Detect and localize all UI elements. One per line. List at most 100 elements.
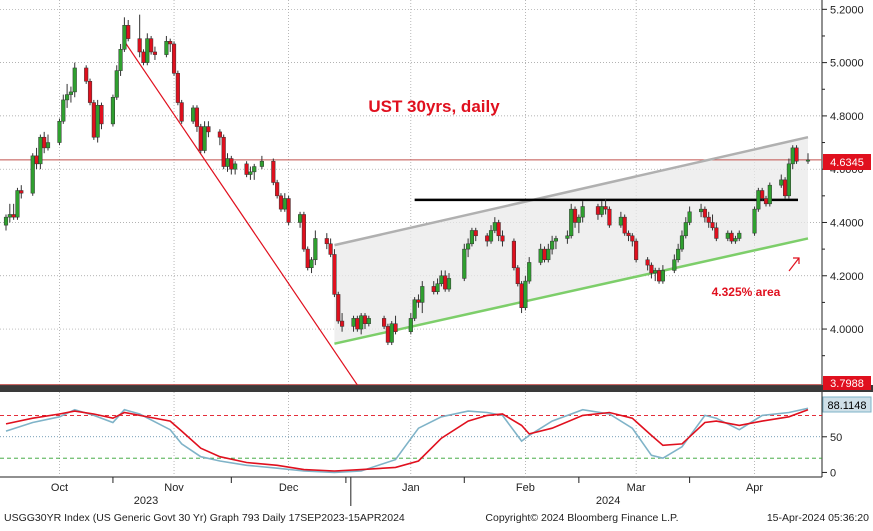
- candle-body: [286, 198, 291, 223]
- candle-body: [699, 208, 704, 213]
- last-price-tag: 4.6345: [823, 154, 871, 170]
- candle-body: [783, 179, 788, 197]
- channel-group: [334, 137, 808, 344]
- candle-body: [542, 248, 547, 261]
- candle-body: [473, 230, 478, 237]
- candle-body: [275, 182, 280, 197]
- footer-left: USGG30YR Index (US Generic Govt 30 Yr) G…: [4, 512, 405, 524]
- candle-body: [198, 126, 203, 151]
- candle-body: [34, 155, 39, 165]
- candle-body: [443, 275, 448, 290]
- candle-body: [469, 230, 474, 245]
- candle-body: [408, 318, 413, 332]
- candle-body: [466, 243, 471, 250]
- footer-mid: Copyright© 2024 Bloomberg Finance L.P.: [485, 512, 678, 524]
- candle-body: [412, 299, 417, 319]
- candle-body: [271, 160, 276, 183]
- price-axis: 5.20005.00004.80004.60004.40004.20004.00…: [822, 4, 864, 357]
- candle-body: [30, 155, 35, 194]
- candle-body: [729, 232, 734, 242]
- candle-body: [7, 214, 12, 218]
- x-tick-label: Nov: [164, 482, 184, 494]
- candle-body: [217, 131, 222, 138]
- price-tick-label: 4.2000: [830, 271, 864, 283]
- footer-right: 15-Apr-2024 05:36:20: [767, 512, 869, 524]
- candle-body: [259, 160, 264, 167]
- candle-body: [61, 99, 66, 122]
- candle-body: [233, 163, 238, 170]
- candle-body: [603, 206, 608, 210]
- candle-body: [607, 208, 612, 226]
- candle-body: [446, 278, 452, 290]
- chart-annotation-title: UST 30yrs, daily: [368, 97, 500, 116]
- candle-body: [511, 240, 516, 269]
- candle-body: [164, 41, 169, 55]
- footer-band: [0, 508, 873, 526]
- candle-body: [382, 318, 387, 327]
- candle-body: [340, 320, 345, 327]
- candle-body: [72, 67, 77, 93]
- x-tick-label: Mar: [627, 482, 646, 494]
- trend-lines: [0, 40, 822, 386]
- candle-body: [431, 286, 436, 292]
- oscillator-last-tag: 88.1148: [822, 396, 872, 413]
- candles: [3, 14, 811, 346]
- oscillator-slow-line: [5, 407, 809, 474]
- x-tick-label: Feb: [516, 482, 535, 494]
- candle-body: [519, 283, 524, 308]
- candle-body: [110, 97, 115, 125]
- candle-body: [649, 264, 654, 274]
- annotation-arrow: [788, 257, 800, 272]
- candle-body: [786, 163, 791, 197]
- candle-body: [576, 216, 581, 223]
- candle-body: [794, 147, 799, 162]
- candle-body: [145, 38, 150, 63]
- panel-separator: [0, 385, 873, 392]
- candle-body: [191, 107, 196, 122]
- candle-body: [126, 25, 131, 39]
- low-price-tag: 3.7988: [823, 376, 871, 390]
- candle-body: [672, 259, 677, 271]
- candle-body: [152, 51, 158, 55]
- low-price-label: 3.7988: [830, 378, 864, 390]
- candle-body: [57, 120, 62, 143]
- candle-body: [84, 67, 89, 82]
- oscillator-lines: [0, 407, 822, 474]
- candle-body: [99, 104, 104, 125]
- candle-body: [45, 142, 51, 149]
- candle-body: [485, 235, 490, 242]
- x-tick-label: Apr: [746, 482, 763, 494]
- candle-body: [756, 190, 761, 210]
- candle-body: [733, 238, 738, 242]
- candle-body: [550, 240, 555, 250]
- candle-body: [301, 214, 306, 250]
- last-price-label: 4.6345: [830, 157, 864, 169]
- price-tick-label: 5.0000: [830, 58, 864, 70]
- x-tick-label: Dec: [279, 482, 299, 494]
- candle-body: [805, 159, 811, 162]
- candle-body: [278, 195, 284, 210]
- candle-body: [355, 318, 360, 330]
- year-label: 2024: [596, 495, 620, 507]
- candle-body: [91, 102, 96, 138]
- candle-body: [332, 254, 337, 295]
- candle-body: [737, 232, 742, 239]
- candle-body: [779, 179, 784, 186]
- candle-body: [572, 208, 578, 223]
- oscillator-axis: 50 0: [822, 432, 842, 479]
- channel-upper-line: [334, 135, 809, 247]
- candle-body: [580, 206, 585, 218]
- candle-body: [11, 214, 16, 218]
- x-tick-label: Jan: [402, 482, 420, 494]
- candle-body: [679, 235, 685, 250]
- candle-body: [194, 107, 200, 127]
- candle-body: [565, 235, 570, 239]
- candle-body: [527, 262, 532, 282]
- candle-body: [118, 49, 123, 71]
- candle-body: [420, 286, 425, 303]
- candle-body: [179, 102, 184, 122]
- candle-body: [122, 25, 127, 50]
- candle-body: [68, 91, 73, 95]
- candle-body: [225, 158, 230, 167]
